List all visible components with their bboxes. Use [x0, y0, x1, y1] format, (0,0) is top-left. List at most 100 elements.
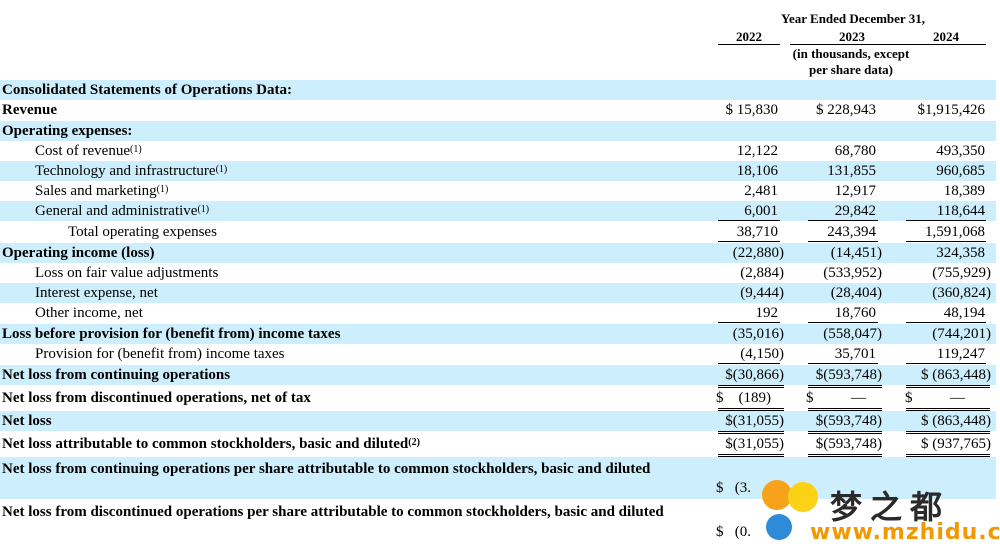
table-row: Cost of revenue(1) 12,122 68,780 493,350 [0, 141, 996, 161]
row-label: Net loss from continuing operations per … [2, 461, 651, 477]
value-2022: $(31,055) [725, 436, 784, 452]
value-2023: (533,952) [823, 265, 882, 281]
double-rule [808, 408, 882, 411]
rule [808, 363, 878, 364]
table-row: Interest expense, net (9,444) (28,404) (… [0, 283, 996, 303]
row-label: Revenue [2, 102, 57, 118]
double-rule [718, 385, 784, 388]
table-row: Net loss from continuing operations per … [0, 457, 996, 499]
row-label: Sales and marketing(1) [35, 183, 169, 199]
value-2022: $(31,055) [725, 413, 784, 429]
table-row: Loss on fair value adjustments (2,884) (… [0, 263, 996, 283]
row-label: Other income, net [35, 305, 143, 321]
value-2022: 192 [755, 305, 779, 321]
row-label: Total operating expenses [68, 224, 217, 240]
year-2024-header: 2024 [906, 29, 986, 45]
value-2022: 2,481 [744, 183, 778, 199]
value-2022: 6,001 [744, 203, 778, 219]
table-row: Net loss from continuing operations $(30… [0, 365, 996, 385]
table-row: Operating income (loss) (22,880) (14,451… [0, 243, 996, 263]
row-label: Provision for (benefit from) income taxe… [35, 346, 285, 362]
value-2024: (755,929) [932, 265, 991, 281]
rule [808, 322, 878, 323]
value-2023: 243,394 [827, 224, 876, 240]
value-2022: 18,106 [736, 163, 778, 179]
value-2023: $ 228,943 [816, 102, 876, 118]
value-2024: $1,915,426 [917, 102, 986, 118]
watermark-logo: 梦之都 www.mzhidu.com [760, 480, 1000, 550]
row-label: Loss on fair value adjustments [35, 265, 219, 281]
period-header: Year Ended December 31, [781, 11, 925, 26]
row-label: Operating expenses: [2, 123, 133, 139]
value-2023: $(593,748) [815, 436, 882, 452]
value-2024: $ — [905, 390, 965, 406]
value-2023: 12,917 [834, 183, 876, 199]
double-rule [906, 431, 990, 434]
value-2024: 118,644 [936, 203, 985, 219]
value-2022: $ (189) [716, 390, 771, 406]
value-2023: $ — [806, 390, 866, 406]
value-2022: (4,150) [740, 346, 784, 362]
watermark-chinese-text: 梦之都 [830, 488, 951, 526]
table-row: Net loss from discontinued operations pe… [0, 500, 996, 544]
year-2022-header: 2022 [718, 29, 780, 45]
value-2022: $ (0. [716, 524, 751, 540]
table-row: Total operating expenses 38,710 243,394 … [0, 222, 996, 242]
rule [718, 220, 780, 221]
value-2024: (744,201) [932, 326, 991, 342]
table-row: Operating expenses: [0, 121, 996, 141]
value-2024: $ (937,765) [921, 436, 991, 452]
value-2024: 1,591,068 [925, 224, 985, 240]
rule [906, 322, 986, 323]
value-2023: $(593,748) [815, 367, 882, 383]
table-row: Net loss attributable to common stockhol… [0, 434, 996, 454]
double-rule [906, 385, 990, 388]
value-2022: 38,710 [736, 224, 778, 240]
double-rule [718, 454, 784, 457]
rule [718, 322, 780, 323]
double-rule [808, 431, 882, 434]
value-2022: (22,880) [732, 245, 784, 261]
row-label: Operating income (loss) [2, 245, 155, 261]
value-2022: $ (3. [716, 480, 751, 496]
table-row: Technology and infrastructure(1) 18,106 … [0, 161, 996, 181]
value-2024: 48,194 [943, 305, 985, 321]
watermark-orange-circle [762, 480, 792, 510]
rule [906, 241, 986, 242]
row-label: Technology and infrastructure(1) [35, 163, 228, 179]
double-rule [808, 385, 882, 388]
value-2024: $ (863,448) [921, 367, 991, 383]
double-rule [808, 454, 882, 457]
row-label: Interest expense, net [35, 285, 158, 301]
value-2023: 18,760 [834, 305, 876, 321]
table-row: Provision for (benefit from) income taxe… [0, 344, 996, 364]
watermark-yellow-circle [788, 482, 818, 512]
double-rule [906, 408, 990, 411]
value-2022: $(30,866) [725, 367, 784, 383]
watermark-url: www.mzhidu.com [810, 520, 1000, 545]
value-2024: 324,358 [936, 245, 985, 261]
section-title: Consolidated Statements of Operations Da… [2, 82, 292, 98]
value-2023: (28,404) [830, 285, 882, 301]
value-2023: (14,451) [830, 245, 882, 261]
value-2024: 493,350 [936, 143, 985, 159]
table-row: General and administrative(1) 6,001 29,8… [0, 201, 996, 221]
value-2023: 35,701 [834, 346, 876, 362]
value-2024: $ (863,448) [921, 413, 991, 429]
units-note-line1: (in thousands, except [792, 46, 910, 61]
value-2024: 960,685 [936, 163, 985, 179]
double-rule [718, 431, 784, 434]
value-2023: $(593,748) [815, 413, 882, 429]
table-row: Revenue $ 15,830 $ 228,943 $1,915,426 [0, 100, 996, 120]
table-row: Other income, net 192 18,760 48,194 [0, 303, 996, 323]
double-rule [906, 454, 990, 457]
section-title-row: Consolidated Statements of Operations Da… [0, 80, 996, 100]
row-label: Cost of revenue(1) [35, 143, 142, 159]
value-2024: (360,824) [932, 285, 991, 301]
rule [718, 241, 780, 242]
rule [808, 241, 878, 242]
value-2023: (558,047) [823, 326, 882, 342]
value-2022: $ 15,830 [725, 102, 779, 118]
rule [808, 220, 878, 221]
rule [906, 220, 986, 221]
